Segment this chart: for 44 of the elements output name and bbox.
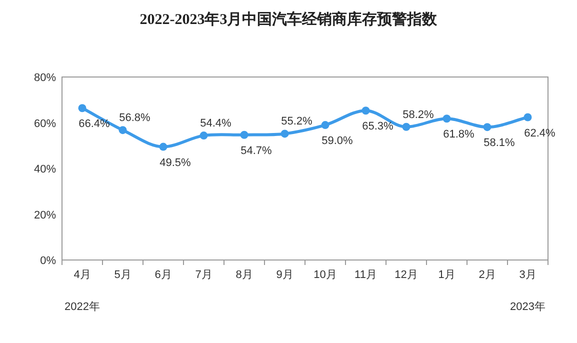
x-tick-label: 11月: [354, 269, 377, 281]
chart-title: 2022-2023年3月中国汽车经销商库存预警指数: [140, 10, 438, 28]
point: [442, 114, 451, 123]
text: 2023年: [510, 301, 546, 313]
y-tick-label: 20%: [34, 209, 56, 222]
x-tick-label: 10月: [314, 269, 337, 281]
data-label: 49.5%: [160, 156, 192, 169]
point: [483, 123, 492, 132]
x-tick-label: 1月: [438, 269, 456, 281]
x-tick-label: 9月: [276, 269, 294, 281]
data-label: 66.4%: [78, 118, 110, 130]
x-tick-label: 2月: [478, 269, 496, 281]
x-tick-label: 7月: [195, 269, 212, 281]
x-tick-label: 12月: [394, 269, 418, 281]
data-label: 62.4%: [524, 127, 556, 140]
point: [78, 104, 86, 112]
y-tick-label: 80%: [34, 72, 56, 84]
x-tick-label: 3月: [519, 269, 536, 281]
y-tick-label: 0%: [40, 255, 56, 267]
y-tick-label: 40%: [34, 164, 56, 176]
point: [280, 130, 289, 138]
point: [524, 113, 532, 122]
point: [159, 142, 168, 151]
data-label: 55.2%: [281, 116, 313, 128]
point: [118, 126, 127, 134]
x-tick-label: 8月: [236, 269, 253, 281]
point: [200, 132, 208, 140]
x-tick-label: 4月: [74, 269, 91, 281]
point: [321, 121, 330, 130]
data-label: 65.3%: [362, 120, 394, 133]
data-label: 61.8%: [443, 128, 475, 141]
data-label: 54.4%: [200, 118, 232, 130]
text: 2022年: [64, 301, 100, 313]
x-tick-label: 5月: [114, 269, 132, 281]
data-label: 58.1%: [484, 137, 516, 150]
data-label: 59.0%: [322, 135, 354, 148]
point: [240, 130, 248, 139]
y-tick-label: 60%: [34, 118, 56, 130]
data-label: 54.7%: [240, 144, 272, 157]
data-label: 58.2%: [402, 108, 434, 121]
point: [362, 106, 370, 115]
point: [402, 122, 410, 131]
data-label: 56.8%: [119, 112, 151, 124]
x-tick-label: 6月: [154, 269, 172, 281]
